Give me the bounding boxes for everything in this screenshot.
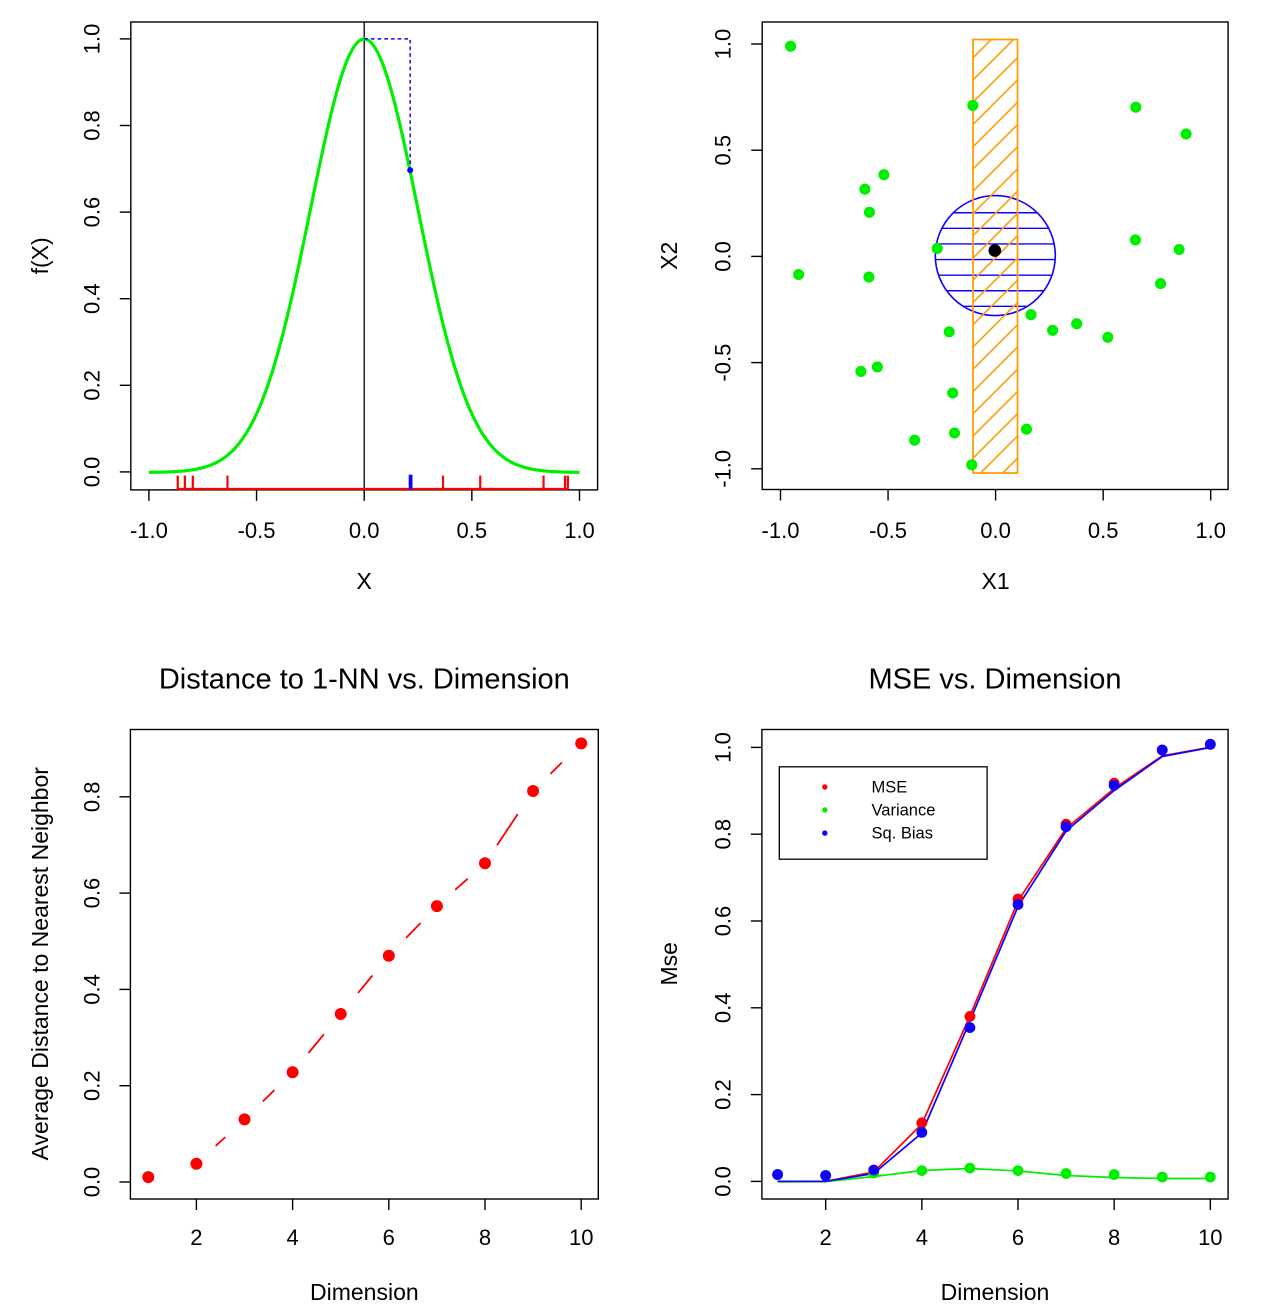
svg-text:1.0: 1.0 xyxy=(710,732,735,763)
svg-text:0.0: 0.0 xyxy=(80,457,105,488)
svg-text:MSE vs. Dimension: MSE vs. Dimension xyxy=(868,664,1121,696)
svg-text:6: 6 xyxy=(383,1225,395,1250)
svg-text:0.6: 0.6 xyxy=(80,197,105,228)
svg-text:-1.0: -1.0 xyxy=(130,518,168,543)
svg-text:8: 8 xyxy=(479,1225,491,1250)
svg-text:X: X xyxy=(357,568,372,594)
svg-text:8: 8 xyxy=(1108,1225,1120,1250)
svg-text:1.0: 1.0 xyxy=(80,24,105,55)
svg-text:0.2: 0.2 xyxy=(80,370,105,401)
svg-text:0.0: 0.0 xyxy=(980,518,1011,543)
svg-text:10: 10 xyxy=(569,1225,593,1250)
svg-text:0.0: 0.0 xyxy=(710,1166,735,1197)
svg-text:6: 6 xyxy=(1012,1225,1024,1250)
svg-text:2: 2 xyxy=(820,1225,832,1250)
svg-text:-0.5: -0.5 xyxy=(869,518,907,543)
svg-text:2: 2 xyxy=(190,1225,202,1250)
svg-text:1.0: 1.0 xyxy=(564,518,595,543)
svg-text:0.8: 0.8 xyxy=(80,110,105,141)
svg-text:0.4: 0.4 xyxy=(80,974,105,1005)
svg-text:0.0: 0.0 xyxy=(349,518,380,543)
svg-text:-0.5: -0.5 xyxy=(238,518,276,543)
svg-text:0.0: 0.0 xyxy=(80,1167,105,1198)
svg-text:0.0: 0.0 xyxy=(710,241,735,272)
svg-text:Dimension: Dimension xyxy=(310,1279,419,1305)
svg-text:0.8: 0.8 xyxy=(710,819,735,850)
svg-text:0.5: 0.5 xyxy=(1088,518,1119,543)
svg-text:0.4: 0.4 xyxy=(710,993,735,1024)
svg-text:Sq. Bias: Sq. Bias xyxy=(872,825,933,843)
svg-text:-1.0: -1.0 xyxy=(762,518,800,543)
svg-text:-1.0: -1.0 xyxy=(710,450,735,488)
svg-text:Variance: Variance xyxy=(872,802,936,820)
svg-text:Dimension: Dimension xyxy=(941,1279,1050,1305)
svg-text:10: 10 xyxy=(1198,1225,1222,1250)
svg-text:0.2: 0.2 xyxy=(80,1070,105,1101)
svg-text:4: 4 xyxy=(916,1225,928,1250)
svg-text:1.0: 1.0 xyxy=(710,29,735,60)
svg-text:0.4: 0.4 xyxy=(80,283,105,314)
svg-text:0.5: 0.5 xyxy=(457,518,488,543)
svg-text:0.2: 0.2 xyxy=(710,1079,735,1110)
svg-text:0.8: 0.8 xyxy=(80,782,105,813)
svg-text:-0.5: -0.5 xyxy=(710,344,735,382)
svg-text:4: 4 xyxy=(286,1225,298,1250)
svg-text:Distance to 1-NN vs. Dimension: Distance to 1-NN vs. Dimension xyxy=(159,664,570,696)
svg-text:Mse: Mse xyxy=(656,942,682,985)
svg-text:0.6: 0.6 xyxy=(710,906,735,937)
svg-text:X2: X2 xyxy=(656,242,682,270)
svg-text:0.5: 0.5 xyxy=(710,135,735,166)
svg-text:MSE: MSE xyxy=(872,779,908,797)
svg-text:f(X): f(X) xyxy=(27,237,53,274)
svg-text:Average Distance to Nearest Ne: Average Distance to Nearest Neighbor xyxy=(27,767,53,1161)
svg-text:0.6: 0.6 xyxy=(80,878,105,909)
svg-text:X1: X1 xyxy=(982,568,1010,594)
svg-text:1.0: 1.0 xyxy=(1195,518,1226,543)
